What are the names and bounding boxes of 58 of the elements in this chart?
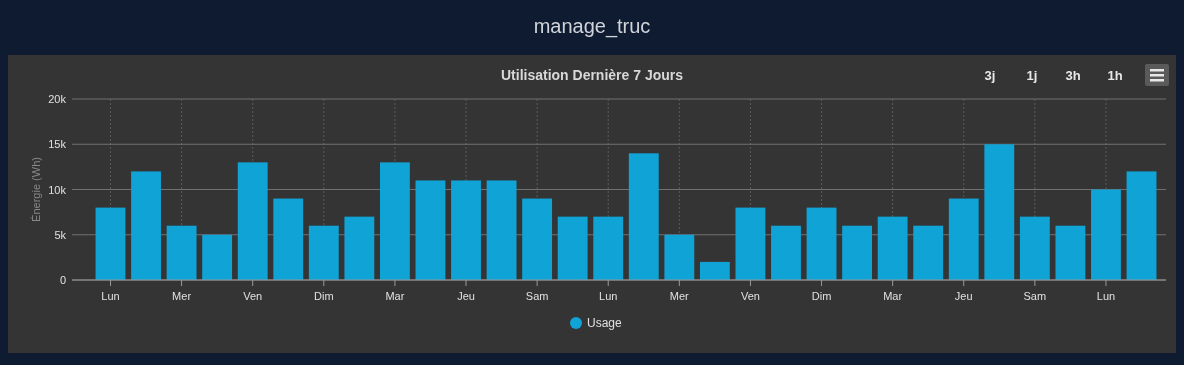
bar xyxy=(1055,225,1086,280)
bar xyxy=(806,207,837,280)
bar xyxy=(699,261,730,280)
x-tick-label: Dim xyxy=(811,290,832,302)
bar xyxy=(308,225,339,280)
x-tick-label: Ven xyxy=(740,290,760,302)
bar xyxy=(948,198,979,280)
text: 1h xyxy=(1107,68,1123,83)
text: 3h xyxy=(1065,68,1081,83)
x-tick-label: Dim xyxy=(314,290,334,302)
bar xyxy=(842,225,873,280)
bar xyxy=(877,216,908,280)
bar xyxy=(166,225,197,280)
bar xyxy=(415,180,446,280)
bar xyxy=(522,198,553,280)
bar xyxy=(913,225,944,280)
bar xyxy=(1126,171,1157,280)
bar xyxy=(379,162,410,280)
bar xyxy=(344,216,375,280)
x-tick-label: Sam xyxy=(1023,290,1047,302)
chart-subtitle: manage_truc xyxy=(533,15,651,38)
bar xyxy=(1019,216,1050,280)
bar xyxy=(95,207,126,280)
y-axis-title: Énergie (Wh) xyxy=(30,157,42,222)
y-tick-label: 5k xyxy=(54,228,67,241)
text: 3j xyxy=(984,68,996,83)
x-tick-label: Mer xyxy=(669,290,690,302)
bar xyxy=(664,234,695,280)
y-tick-label: 10k xyxy=(48,183,67,196)
x-tick-label: Lun xyxy=(599,290,618,302)
x-tick-label: Jeu xyxy=(954,290,973,302)
x-tick-label: Mer xyxy=(172,290,192,302)
text: 1j xyxy=(1026,68,1038,83)
y-tick-label: 15k xyxy=(48,138,67,151)
x-tick-label: Lun xyxy=(101,290,120,302)
bar xyxy=(451,180,481,280)
x-tick-label: Mar xyxy=(883,290,903,302)
bar xyxy=(237,162,268,280)
bar xyxy=(273,198,304,280)
bar xyxy=(486,180,517,280)
bar xyxy=(557,216,588,280)
y-tick-label: 20k xyxy=(48,93,67,105)
legend-label: Usage xyxy=(587,316,623,330)
bar xyxy=(628,153,659,280)
bar xyxy=(202,234,233,280)
bar xyxy=(131,171,161,280)
y-tick-label: 0 xyxy=(59,274,66,286)
x-tick-label: Sam xyxy=(525,290,549,302)
x-tick-label: Jeu xyxy=(457,290,475,302)
bar xyxy=(593,216,624,280)
bar xyxy=(771,225,801,280)
bar xyxy=(735,207,766,280)
bar xyxy=(984,144,1015,280)
chart-title: Utilisation Dernière 7 Jours xyxy=(500,67,684,83)
x-tick-label: Mar xyxy=(385,290,405,302)
x-tick-label: Lun xyxy=(1096,290,1116,302)
x-tick-label: Ven xyxy=(243,290,263,302)
bar xyxy=(1091,189,1121,280)
